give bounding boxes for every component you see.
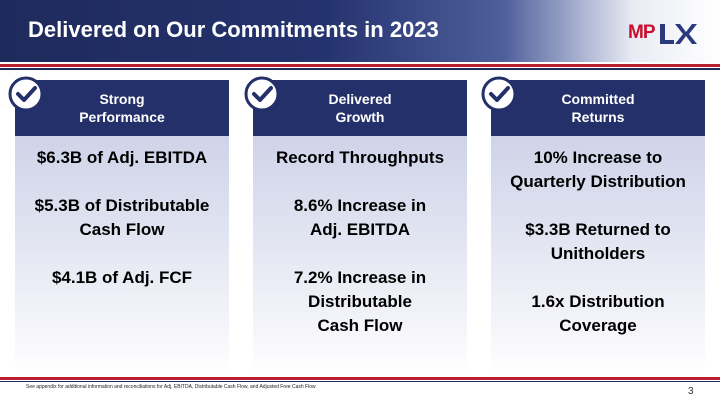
slide-header: Delivered on Our Commitments in 2023 bbox=[0, 0, 720, 62]
panel-body: 10% Increase to Quarterly Distribution $… bbox=[491, 136, 705, 362]
panel-item: 1.6x Distribution Coverage bbox=[531, 292, 665, 335]
panel-heading: Committed Returns bbox=[491, 80, 705, 136]
logo-mp-text: MP bbox=[628, 22, 655, 43]
panel-item: Record Throughputs bbox=[275, 148, 445, 167]
panel-committed-returns: Committed Returns 10% Increase to Quarte… bbox=[491, 80, 705, 376]
panel-item: 10% Increase to Quarterly Distribution bbox=[510, 148, 686, 191]
panel-body: Record Throughputs 8.6% Increase in Adj.… bbox=[253, 136, 467, 362]
panel-item: $6.3B of Adj. EBITDA bbox=[36, 148, 208, 167]
panel-heading: Strong Performance bbox=[15, 80, 229, 136]
footer-red-rule bbox=[0, 377, 720, 380]
panel-body: $6.3B of Adj. EBITDA $5.3B of Distributa… bbox=[15, 136, 229, 314]
checkmark-circle-icon bbox=[8, 76, 44, 112]
header-navy-rule bbox=[0, 68, 720, 70]
panel-heading: Delivered Growth bbox=[253, 80, 467, 136]
panel-delivered-growth: Delivered Growth Record Throughputs 8.6%… bbox=[253, 80, 467, 376]
panel-item: $4.1B of Adj. FCF bbox=[51, 268, 193, 287]
logo-lx-mark bbox=[660, 24, 697, 44]
panel-item: $3.3B Returned to Unitholders bbox=[525, 220, 671, 263]
panel-heading-text: Delivered Growth bbox=[328, 91, 392, 125]
slide-title: Delivered on Our Commitments in 2023 bbox=[28, 17, 439, 42]
checkmark-circle-icon bbox=[481, 76, 517, 112]
panel-item: 7.2% Increase in Distributable Cash Flow bbox=[293, 268, 427, 335]
footnote: See appendix for additional information … bbox=[26, 384, 316, 390]
page-number: 3 bbox=[688, 386, 694, 397]
mplx-logo: MP bbox=[628, 20, 700, 48]
panel-item: 8.6% Increase in Adj. EBITDA bbox=[293, 196, 427, 239]
footer-navy-rule bbox=[0, 381, 720, 382]
panel-item: $5.3B of Distributable Cash Flow bbox=[34, 196, 210, 239]
panel-strong-performance: Strong Performance $6.3B of Adj. EBITDA … bbox=[15, 80, 229, 376]
header-red-rule bbox=[0, 64, 720, 67]
checkmark-circle-icon bbox=[244, 76, 280, 112]
panel-heading-text: Committed Returns bbox=[561, 91, 635, 125]
panel-heading-text: Strong Performance bbox=[79, 91, 165, 125]
